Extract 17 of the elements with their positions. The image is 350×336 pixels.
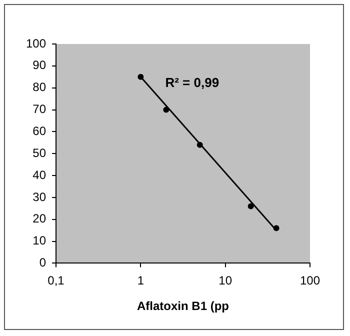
y-tick-label: 60 <box>32 124 46 138</box>
y-tick-label: 50 <box>32 146 46 160</box>
x-tick-label: 10 <box>218 274 232 288</box>
x-tick-label: 100 <box>300 274 320 288</box>
x-tick-label: 0,1 <box>48 274 65 288</box>
y-tick-label: 40 <box>32 168 46 182</box>
annotation: R² = 0,99 <box>165 75 220 90</box>
y-tick-label: 0 <box>39 256 46 270</box>
y-tick-label: 30 <box>32 190 46 204</box>
x-axis-title: Aflatoxin B1 (pp <box>137 299 230 314</box>
y-tick-label: 90 <box>32 58 46 72</box>
y-tick-label: 20 <box>32 212 46 226</box>
y-tick-label: 100 <box>26 36 46 50</box>
y-tick-label: 70 <box>32 102 46 116</box>
y-tick-label: 10 <box>32 234 46 248</box>
x-tick-label: 1 <box>137 274 144 288</box>
y-tick-label: 80 <box>32 80 46 94</box>
